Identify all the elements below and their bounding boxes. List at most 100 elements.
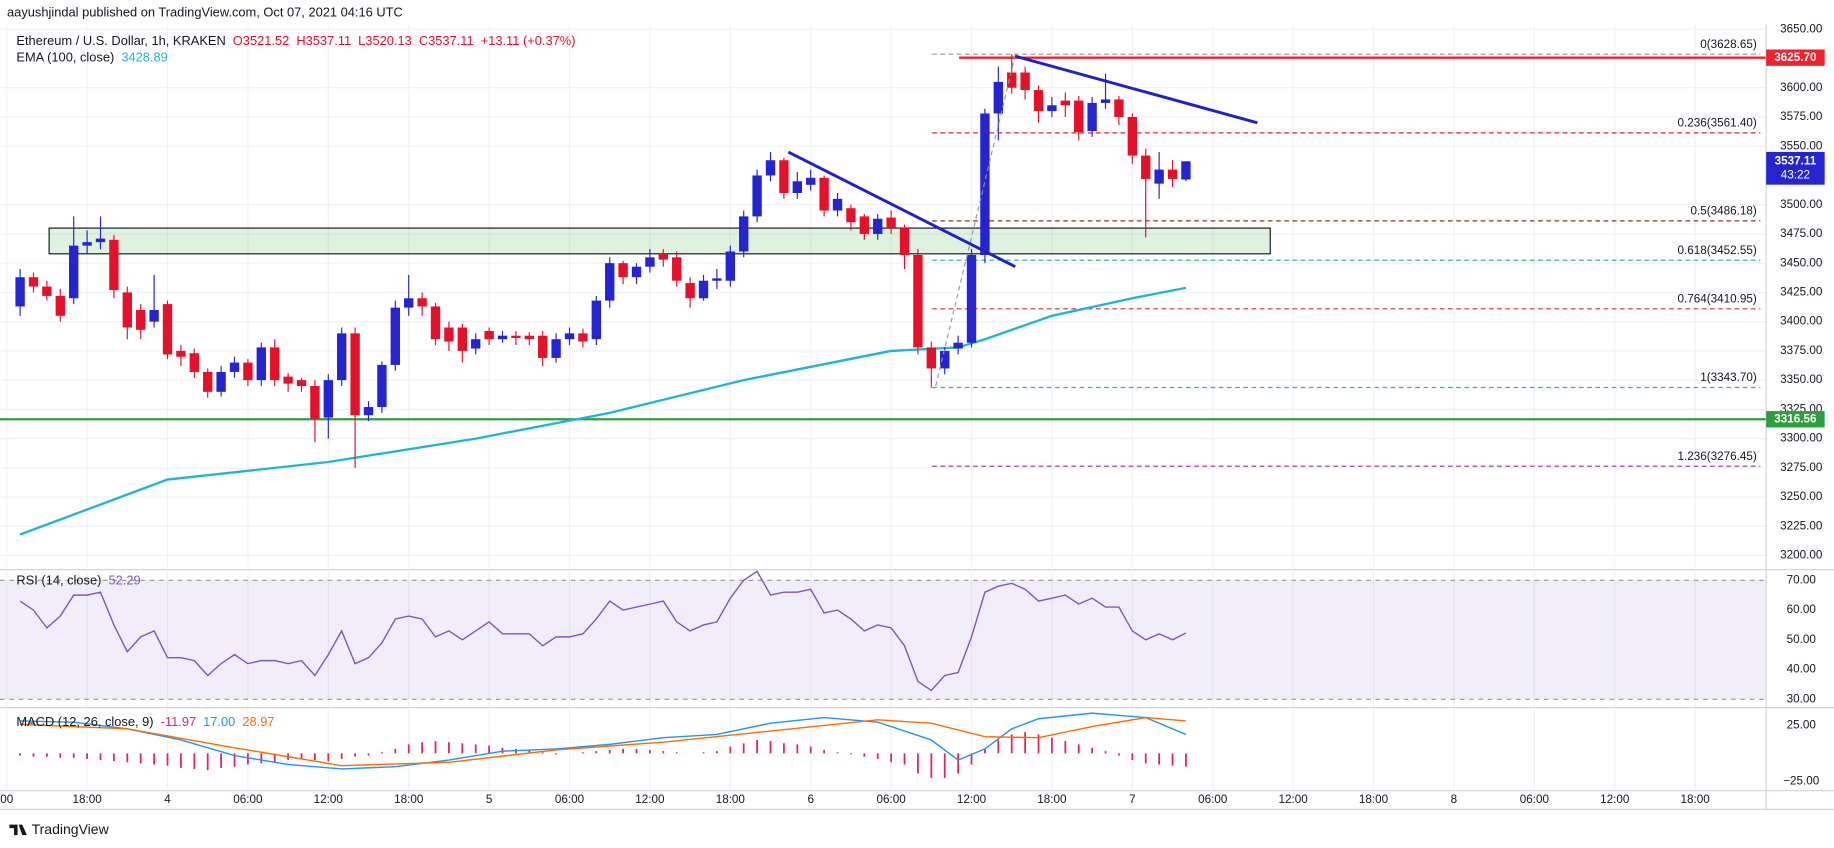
candle-body: [1047, 105, 1057, 112]
y-tick-label: 3500.00: [1780, 198, 1823, 211]
candle-body: [55, 295, 65, 316]
candle-body: [779, 160, 789, 193]
x-tick-label: 8: [1451, 793, 1458, 806]
ohlc-high: H3537.11: [296, 34, 351, 49]
fib-label: 0.764(3410.95): [1678, 293, 1757, 306]
x-tick-label: 18:00: [1681, 793, 1711, 806]
candle-body: [712, 278, 722, 281]
y-tick-label: 3400.00: [1780, 315, 1823, 328]
annotations: [787, 54, 1258, 387]
candle-body: [243, 362, 253, 381]
background-layer: 0(3628.65) 0.236(3561.40) 0.5(3486.18) 0.61…: [0, 38, 1767, 700]
footer-text: TradingView: [32, 821, 110, 837]
candle-body: [1127, 116, 1138, 156]
rsi-band: [0, 580, 1767, 700]
x-tick-label: 00: [0, 793, 14, 806]
candle-body: [457, 327, 467, 351]
price-tag-label: 3316.56: [1774, 412, 1817, 425]
x-tick-label: 5: [486, 793, 493, 806]
candle-body: [484, 331, 494, 340]
price-tag: [1766, 49, 1825, 66]
candle-body: [69, 245, 79, 299]
candle-body: [980, 113, 990, 255]
publisher: aayushjindal published on TradingView.co…: [7, 4, 403, 19]
candle-body: [1141, 155, 1151, 179]
y-tick-label: 60.00: [1787, 603, 1817, 616]
countdown-label: 43:22: [1781, 168, 1810, 181]
footer-logo: TradingView: [9, 821, 110, 837]
y-tick-label: 3275.00: [1780, 461, 1823, 474]
ohlc-low: L3520.13: [358, 34, 412, 49]
x-tick-label: 12:00: [1279, 793, 1309, 806]
candle-body: [538, 335, 548, 358]
macd-signal-value: 28.97: [242, 714, 274, 729]
candle-body: [886, 217, 896, 229]
fib-label: 1.236(3276.45): [1678, 450, 1757, 463]
x-tick-label: 12:00: [1600, 793, 1630, 806]
rsi-title: RSI (14, close): [16, 573, 101, 588]
candle-body: [819, 177, 829, 211]
candle-body: [1060, 100, 1071, 106]
ema-value: 3428.89: [121, 50, 167, 65]
candle-body: [846, 208, 856, 223]
rsi-value: 52.29: [108, 573, 140, 588]
candle-body: [109, 239, 119, 291]
fib-label: 1(3343.70): [1700, 371, 1757, 384]
candle-body: [739, 216, 749, 252]
ema-legend: EMA (100, close) 3428.89: [16, 50, 167, 65]
candle-body: [323, 380, 333, 418]
fib-label: 0.236(3561.40): [1678, 117, 1757, 130]
candle-body: [1181, 161, 1191, 180]
candle-body: [28, 277, 39, 287]
macd-title: MACD (12, 26, close, 9): [16, 714, 153, 729]
signal-line: [20, 716, 1186, 767]
candle-body: [1087, 102, 1097, 132]
x-tick-label: 6: [807, 793, 814, 806]
candle-body: [310, 385, 320, 419]
price-tag: [1766, 411, 1825, 428]
last-price-label: 3537.11: [1775, 154, 1817, 167]
candle-body: [658, 253, 668, 260]
x-tick-label: 12:00: [635, 793, 665, 806]
rsi-line: [19, 570, 1187, 692]
x-tick-label: 18:00: [72, 793, 102, 806]
candle-body: [672, 257, 682, 281]
x-tick-label: 18:00: [716, 793, 746, 806]
candle-body: [189, 353, 199, 372]
candle-body: [203, 371, 213, 392]
macd-hist-value: -11.97: [161, 714, 197, 729]
candle-body: [95, 238, 106, 243]
candle-body: [176, 350, 186, 357]
candle-body: [806, 177, 816, 185]
candle-body: [1007, 72, 1017, 88]
candle-body: [564, 333, 575, 340]
candle-body: [940, 350, 950, 369]
marks-layer: [15, 54, 1191, 778]
candle-body: [953, 342, 963, 349]
candle-body: [873, 218, 883, 234]
candle-body: [685, 283, 695, 299]
candle-body: [1167, 169, 1178, 179]
symbol-title: Ethereum / U.S. Dollar, 1h, KRAKEN: [16, 34, 225, 49]
candle-body: [926, 347, 937, 369]
y-tick-label: 3600.00: [1780, 81, 1823, 94]
candle-body: [645, 257, 655, 267]
price-tag-label: 3625.70: [1774, 51, 1817, 64]
trend-line: [1014, 54, 1258, 125]
x-tick-label: 18:00: [394, 793, 424, 806]
y-tick-label: −25.00: [1783, 774, 1820, 787]
candle-body: [417, 298, 427, 307]
x-tick-label: 12:00: [957, 793, 987, 806]
macd-value: 17.00: [203, 714, 235, 729]
y-tick-label: 3650.00: [1780, 22, 1823, 35]
candle-body: [296, 380, 307, 386]
candle-body: [15, 277, 25, 307]
y-tick-label: 50.00: [1787, 633, 1817, 646]
ohlc-open: O3521.52: [233, 34, 290, 49]
y-tick-label: 25.00: [1787, 719, 1817, 732]
x-tick-label: 06:00: [1198, 793, 1228, 806]
y-tick-label: 3550.00: [1780, 139, 1823, 152]
candle-body: [270, 347, 280, 381]
x-tick-label: 4: [164, 793, 171, 806]
